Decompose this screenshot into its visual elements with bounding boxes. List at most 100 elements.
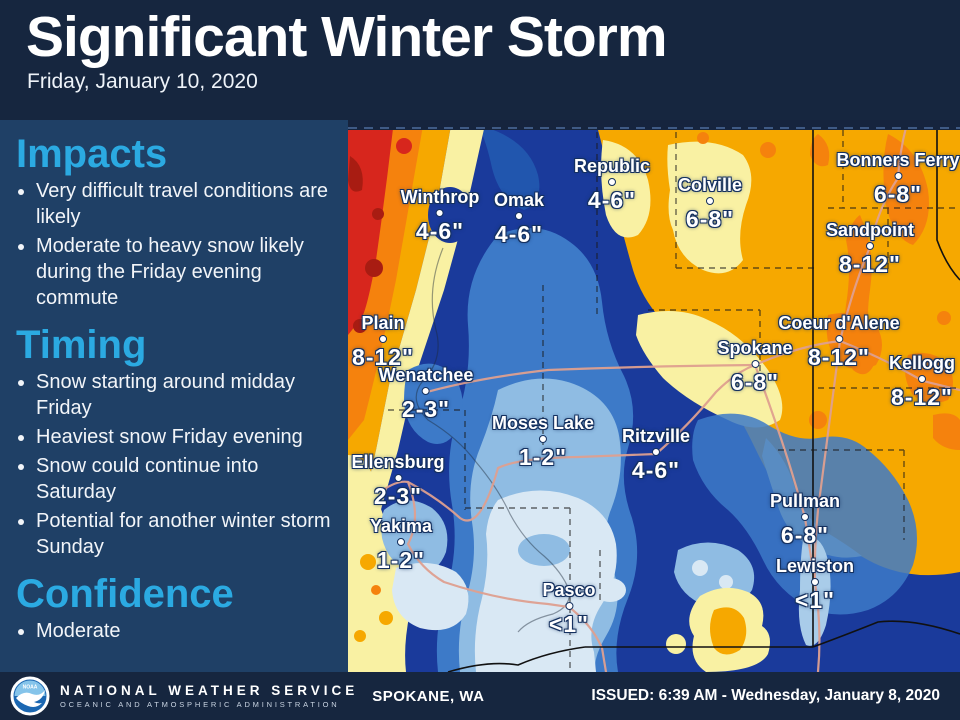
city-name: Lewiston	[775, 556, 855, 576]
issued-timestamp: ISSUED: 6:39 AM - Wednesday, January 8, …	[591, 687, 940, 704]
list-item: Snow could continue into Saturday	[36, 453, 340, 505]
header-date: Friday, January 10, 2020	[27, 69, 258, 93]
snow-regions-west	[348, 120, 486, 672]
city-marker-dot	[378, 335, 387, 343]
impacts-list: Very difficult travel conditions are lik…	[0, 178, 348, 311]
city-name: Omak	[493, 190, 545, 210]
agency-name: NATIONAL WEATHER SERVICE	[60, 683, 359, 698]
city-marker-dot	[706, 197, 714, 205]
city-marker-dot	[835, 335, 843, 343]
city-amount: 6-8"	[873, 181, 923, 207]
canada-border-strip	[348, 120, 960, 130]
city-marker-dot	[564, 602, 573, 610]
city-marker-dot	[918, 375, 926, 383]
city-amount: 4-6"	[631, 457, 681, 483]
map-city-moses-lake: Moses Lake 1-2"	[492, 413, 594, 471]
map-city-plain: Plain 8-12"	[352, 313, 414, 371]
city-name: Wenatchee	[378, 365, 474, 385]
timing-list: Snow starting around midday Friday Heavi…	[0, 369, 348, 560]
city-amount: 4-6"	[494, 221, 544, 247]
list-item: Potential for another winter storm Sunda…	[36, 508, 340, 560]
map-city-pullman: Pullman 6-8"	[770, 491, 840, 549]
city-marker-dot	[607, 178, 616, 186]
city-name: Ellensburg	[351, 452, 445, 472]
page-title: Significant Winter Storm	[26, 5, 668, 69]
snow-regions-center	[381, 227, 638, 672]
city-marker-dot	[397, 538, 405, 546]
city-amount: 6-8"	[685, 206, 735, 232]
city-name: Sandpoint	[826, 220, 914, 240]
city-amount: 1-2"	[376, 547, 426, 573]
city-marker-dot	[652, 448, 660, 456]
agency-subtitle: OCEANIC AND ATMOSPHERIC ADMINISTRATION	[60, 700, 340, 709]
city-amount: 8-12"	[839, 251, 901, 277]
agency-block: NATIONAL WEATHER SERVICE OCEANIC AND ATM…	[60, 683, 358, 709]
city-amount: 8-12"	[352, 344, 414, 370]
city-marker-dot	[436, 209, 444, 217]
city-name: Yakima	[369, 516, 433, 536]
city-marker-dot	[515, 212, 523, 220]
noaa-logo: NOAA	[10, 676, 50, 716]
state-borders	[447, 130, 960, 672]
city-marker-dot	[539, 435, 547, 443]
map-graphic	[348, 120, 960, 672]
city-amount: 4-6"	[587, 187, 637, 213]
list-item: Very difficult travel conditions are lik…	[36, 178, 340, 230]
map-city-ellensburg: Ellensburg 2-3"	[351, 452, 444, 510]
city-name: Ritzville	[621, 426, 691, 446]
city-name: Colville	[677, 175, 743, 195]
header: Significant Winter Storm Friday, January…	[0, 0, 960, 120]
list-item: Snow starting around midday Friday	[36, 369, 340, 421]
city-name: Republic	[573, 156, 651, 176]
svg-text:NOAA: NOAA	[23, 685, 38, 691]
county-borders	[388, 130, 960, 672]
city-name: Spokane	[717, 338, 793, 358]
city-marker-dot	[893, 172, 902, 180]
map-city-winthrop: Winthrop 4-6"	[401, 187, 480, 245]
city-name: Pasco	[542, 580, 596, 600]
map-city-pasco: Pasco <1"	[542, 580, 595, 638]
city-marker-dot	[421, 387, 430, 395]
city-name: Coeur d'Alene	[778, 313, 900, 333]
section-heading-timing: Timing	[16, 323, 147, 367]
city-name: Winthrop	[400, 187, 480, 207]
map-city-sandpoint: Sandpoint 8-12"	[826, 220, 914, 278]
city-amount: <1"	[794, 587, 836, 613]
map-city-wenatchee: Wenatchee 2-3"	[379, 365, 474, 423]
city-marker-dot	[866, 242, 874, 250]
city-amount: 2-3"	[401, 396, 451, 422]
city-amount: 6-8"	[780, 522, 830, 548]
sidebar: Impacts Very difficult travel conditions…	[0, 120, 348, 672]
city-marker-dot	[800, 513, 809, 521]
city-name: Plain	[361, 313, 405, 333]
city-amount: 8-12"	[891, 384, 953, 410]
city-amount: 8-12"	[808, 344, 870, 370]
map-city-bonners-ferry: Bonners Ferry 6-8"	[836, 150, 959, 208]
city-name: Moses Lake	[491, 413, 595, 433]
list-item: Heaviest snow Friday evening	[36, 424, 340, 450]
footer: NOAA NATIONAL WEATHER SERVICE OCEANIC AN…	[0, 672, 960, 720]
map-city-republic: Republic 4-6"	[574, 156, 650, 214]
city-name: Bonners Ferry	[836, 150, 960, 170]
city-marker-dot	[810, 578, 819, 586]
map-city-colville: Colville 6-8"	[678, 175, 742, 233]
map-city-yakima: Yakima 1-2"	[370, 516, 432, 574]
city-amount: 6-8"	[730, 369, 780, 395]
city-marker-dot	[393, 474, 402, 482]
map-city-kellogg: Kellogg 8-12"	[889, 353, 955, 411]
city-amount: 4-6"	[415, 218, 465, 244]
section-heading-confidence: Confidence	[16, 572, 234, 616]
city-name: Kellogg	[889, 353, 955, 373]
map-city-omak: Omak 4-6"	[494, 190, 544, 248]
map-city-spokane: Spokane 6-8"	[717, 338, 792, 396]
city-amount: 1-2"	[518, 444, 568, 470]
city-amount: 2-3"	[373, 483, 423, 509]
list-item: Moderate	[36, 618, 340, 644]
list-item: Moderate to heavy snow likely during the…	[36, 233, 340, 311]
city-name: Pullman	[769, 491, 841, 511]
city-amount: <1"	[548, 611, 590, 637]
map-city-coeur-dalene: Coeur d'Alene 8-12"	[778, 313, 899, 371]
office-name: SPOKANE, WA	[372, 687, 485, 705]
map-city-ritzville: Ritzville 4-6"	[622, 426, 690, 484]
